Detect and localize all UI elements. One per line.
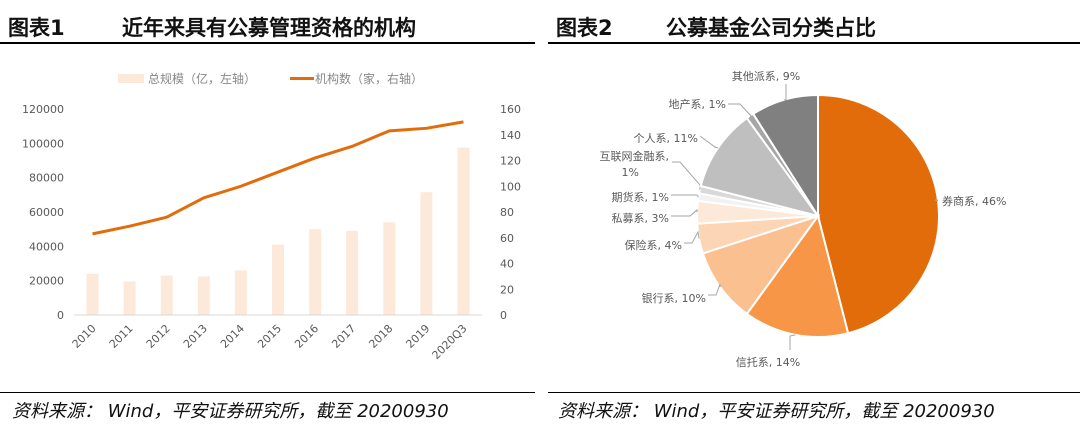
line-series <box>92 120 464 236</box>
panel1-header: 图表1 近年来具有公募管理资格的机构 <box>0 8 535 44</box>
bar <box>234 270 247 315</box>
leader-line <box>671 208 698 217</box>
slice-label: 保险系, 4% <box>625 238 682 252</box>
y-left-tick-label: 0 <box>57 309 64 322</box>
bar <box>346 230 359 315</box>
y-right-tick-label: 80 <box>500 206 514 219</box>
y-right-tick-label: 60 <box>500 232 514 245</box>
leader-line <box>728 103 753 118</box>
bar-line-chart: 0 20000 40000 60000 80000 100000 120000 0 20 40 60… <box>22 71 521 362</box>
y-right-tick-label: 20 <box>500 283 514 296</box>
bar <box>272 244 284 315</box>
y-right-tick-label: 140 <box>500 129 521 142</box>
slice-label: 信托系, 14% <box>736 355 800 369</box>
legend-label: 总规模（亿，左轴） <box>148 71 256 86</box>
y-left-tick-label: 100000 <box>22 137 64 150</box>
legend-swatch-bar <box>118 74 144 83</box>
slice-label: 1% <box>622 166 639 179</box>
source-note: 资料来源： Wind，平安证券研究所，截至 20200930 <box>0 392 535 422</box>
bar <box>383 222 396 315</box>
figure-title: 近年来具有公募管理资格的机构 <box>122 16 416 40</box>
y-left-tick-label: 80000 <box>29 172 64 185</box>
slice-label: 期货系, 1% <box>612 190 669 204</box>
y-left-tick-label: 120000 <box>22 103 64 116</box>
slice-label: 其他派系, 9% <box>732 70 800 83</box>
y-right-tick-label: 160 <box>500 103 521 116</box>
y-left-tick-label: 60000 <box>29 206 64 219</box>
slice-label: 地产系, 1% <box>669 97 726 111</box>
leader-line <box>684 230 700 244</box>
y-right-tick-label: 100 <box>500 180 521 193</box>
figure-number: 图表2 <box>556 16 613 40</box>
slice-label: 券商系, 46% <box>942 194 1006 208</box>
slice-label: 互联网金融系, <box>600 149 670 163</box>
leader-line <box>672 161 701 190</box>
slice-label: 私募系, 3% <box>612 212 669 225</box>
leader-line <box>671 194 699 198</box>
panel2-header: 图表2 公募基金公司分类占比 <box>548 8 1080 44</box>
bar <box>197 276 210 315</box>
y-left-tick-label: 20000 <box>29 275 64 288</box>
y-right-tick-label: 120 <box>500 155 521 168</box>
leader-line <box>708 283 721 296</box>
slice-label: 个人系, 11% <box>634 132 698 145</box>
source-note: 资料来源： Wind，平安证券研究所，截至 20200930 <box>548 392 1080 422</box>
pie-chart: 券商系, 46% 信托系, 14% 银行系, 10% 保险系, 4% 私募系, 3% 期货… <box>600 70 1007 369</box>
bar <box>420 192 433 315</box>
bar <box>160 275 173 315</box>
bar <box>86 273 99 315</box>
figure-number: 图表1 <box>8 16 65 40</box>
legend-label: 机构数（家，右轴） <box>315 71 423 86</box>
y-right-tick-label: 0 <box>500 309 507 322</box>
y-right-tick-label: 40 <box>500 258 514 271</box>
leader-line <box>934 199 939 202</box>
leader-line <box>784 84 787 101</box>
leader-line <box>699 135 719 149</box>
bar <box>309 229 322 315</box>
figure-title: 公募基金公司分类占比 <box>666 16 876 40</box>
leader-line <box>789 334 796 350</box>
bar <box>123 281 136 315</box>
slice-label: 银行系, 10% <box>642 291 706 305</box>
y-left-tick-label: 40000 <box>29 240 64 253</box>
bar <box>457 147 470 315</box>
